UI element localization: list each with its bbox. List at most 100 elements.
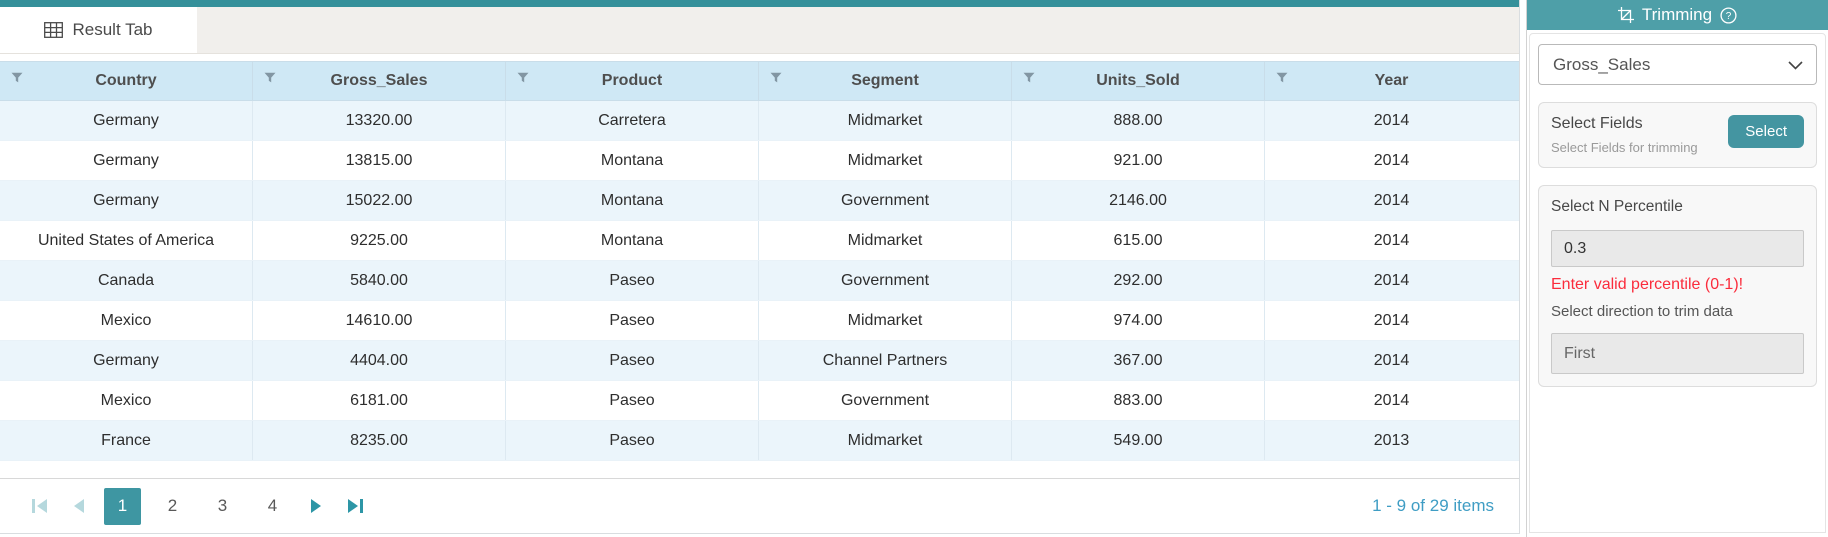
tab-result[interactable]: Result Tab	[0, 7, 197, 53]
cell-units_sold: 549.00	[1012, 421, 1265, 460]
first-page-button[interactable]	[25, 499, 54, 513]
select-fields-label: Select Fields	[1551, 115, 1643, 132]
cell-segment: Midmarket	[759, 221, 1012, 260]
cell-product: Paseo	[506, 261, 759, 300]
column-header-units_sold[interactable]: Units_Sold	[1012, 62, 1265, 100]
next-page-button[interactable]	[304, 499, 328, 513]
cell-gross_sales: 4404.00	[253, 341, 506, 380]
cell-units_sold: 921.00	[1012, 141, 1265, 180]
cell-segment: Midmarket	[759, 101, 1012, 140]
table-row: Germany 13320.00 Carretera Midmarket 888.00 2…	[0, 101, 1519, 141]
first-page-icon	[37, 499, 47, 513]
tab-result-label: Result Tab	[72, 20, 153, 39]
cell-year: 2014	[1373, 271, 1410, 289]
page-button-1[interactable]: 1	[104, 487, 141, 525]
cell-segment: Midmarket	[759, 301, 1012, 340]
filter-icon[interactable]	[770, 72, 782, 84]
cell-gross_sales: 14610.00	[253, 301, 506, 340]
prev-page-button[interactable]	[67, 499, 91, 513]
cell-year: 2014	[1373, 311, 1410, 329]
table-row: Germany 15022.00 Montana Government 2146.00 2…	[0, 181, 1519, 221]
table-row: Mexico 6181.00 Paseo Government 883.00 2014	[0, 381, 1519, 421]
filter-icon[interactable]	[264, 72, 276, 84]
percentile-input[interactable]: 0.3	[1551, 230, 1804, 267]
percentile-error: Enter valid percentile (0-1)!	[1551, 276, 1744, 293]
page-button-3[interactable]: 3	[217, 496, 228, 515]
cell-gross_sales: 15022.00	[253, 181, 506, 220]
select-fields-button[interactable]: Select	[1728, 115, 1804, 148]
cell-product: Paseo	[506, 301, 759, 340]
cell-gross_sales: 6181.00	[253, 381, 506, 420]
select-fields-card: Select Fields Select Fields for trimming…	[1538, 102, 1817, 168]
cell-year: 2013	[1373, 431, 1410, 449]
cell-units_sold: 888.00	[1012, 101, 1265, 140]
column-header-segment[interactable]: Segment	[759, 62, 1012, 100]
cell-year: 2014	[1373, 351, 1410, 369]
table-row: France 8235.00 Paseo Midmarket 549.00 2013	[0, 421, 1519, 461]
cell-units_sold: 367.00	[1012, 341, 1265, 380]
pager-info: 1 - 9 of 29 items	[1372, 496, 1494, 515]
cell-country: Germany	[0, 101, 253, 140]
filter-icon[interactable]	[1276, 72, 1288, 84]
cell-product: Carretera	[506, 101, 759, 140]
column-header-product[interactable]: Product	[506, 62, 759, 100]
table-row: Canada 5840.00 Paseo Government 292.00 2014	[0, 261, 1519, 301]
table-row: United States of America 9225.00 Montana Mi…	[0, 221, 1519, 261]
column-header-label: Gross_Sales	[330, 72, 428, 89]
field-dropdown[interactable]: Gross_Sales	[1538, 44, 1817, 85]
cell-units_sold: 974.00	[1012, 301, 1265, 340]
column-header-label: Country	[95, 72, 157, 89]
last-page-icon	[348, 499, 358, 513]
chevron-down-icon	[1788, 61, 1803, 70]
last-page-icon	[360, 499, 363, 513]
filter-icon[interactable]	[11, 72, 23, 84]
crop-icon	[1617, 7, 1634, 23]
column-header-label: Segment	[851, 72, 919, 89]
filter-icon[interactable]	[1023, 72, 1035, 84]
cell-gross_sales: 5840.00	[253, 261, 506, 300]
table-row: Germany 13815.00 Montana Midmarket 921.00 201…	[0, 141, 1519, 181]
svg-text:?: ?	[1726, 11, 1732, 22]
table-body: Germany 13320.00 Carretera Midmarket 888.00 2…	[0, 101, 1519, 461]
cell-gross_sales: 8235.00	[253, 421, 506, 460]
cell-year: 2014	[1373, 231, 1410, 249]
direction-label: Select direction to trim data	[1551, 303, 1733, 320]
cell-segment: Government	[759, 261, 1012, 300]
page-button-2[interactable]: 2	[167, 496, 178, 515]
last-page-button[interactable]	[341, 499, 370, 513]
cell-country: Mexico	[0, 301, 253, 340]
cell-product: Montana	[506, 141, 759, 180]
column-header-gross_sales[interactable]: Gross_Sales	[253, 62, 506, 100]
column-header-label: Units_Sold	[1096, 72, 1180, 89]
table-row: Germany 4404.00 Paseo Channel Partners 367.0…	[0, 341, 1519, 381]
cell-product: Paseo	[506, 341, 759, 380]
cell-country: Germany	[0, 341, 253, 380]
cell-units_sold: 292.00	[1012, 261, 1265, 300]
cell-country: Germany	[0, 141, 253, 180]
direction-dropdown[interactable]: First	[1551, 333, 1804, 374]
cell-product: Montana	[506, 221, 759, 260]
cell-gross_sales: 9225.00	[253, 221, 506, 260]
pager: 1 2 3 4 1 - 9 of 29 items	[0, 478, 1519, 533]
cell-year: 2014	[1373, 191, 1410, 209]
cell-year: 2014	[1373, 111, 1410, 129]
next-page-icon	[311, 499, 321, 513]
table-grid-icon	[44, 22, 64, 38]
result-grid-widget: Result Tab Country Gross_Sales Product Segm…	[0, 0, 1520, 534]
filter-icon[interactable]	[517, 72, 529, 84]
page-buttons: 1 2 3 4	[104, 487, 291, 525]
column-header-country[interactable]: Country	[0, 62, 253, 100]
page-button-4[interactable]: 4	[267, 496, 278, 515]
table-row: Mexico 14610.00 Paseo Midmarket 974.00 2014	[0, 301, 1519, 341]
column-header-label: Year	[1374, 72, 1409, 89]
cell-product: Paseo	[506, 381, 759, 420]
cell-units_sold: 2146.00	[1012, 181, 1265, 220]
cell-country: United States of America	[0, 221, 253, 260]
sidebar-title: Trimming	[1641, 5, 1713, 24]
column-header-year[interactable]: Year	[1265, 62, 1518, 100]
sidebar-panel: Gross_Sales Select Fields Select Fields …	[1529, 33, 1826, 533]
cell-year: 2014	[1373, 151, 1410, 169]
cell-segment: Midmarket	[759, 141, 1012, 180]
help-icon[interactable]: ?	[1720, 6, 1737, 24]
percentile-label: Select N Percentile	[1551, 198, 1683, 215]
